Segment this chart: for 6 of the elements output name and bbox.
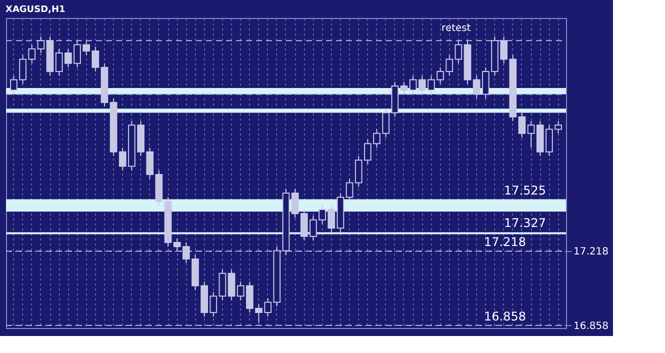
chart-title: XAGUSD,H1 — [6, 5, 66, 15]
band-label: 17.525 — [504, 183, 546, 198]
band-label: 17.327 — [504, 216, 546, 230]
ref-line-label: 17.218 — [574, 246, 608, 258]
ref-line-label: 16.858 — [574, 320, 608, 332]
annotation: retest — [442, 23, 471, 34]
